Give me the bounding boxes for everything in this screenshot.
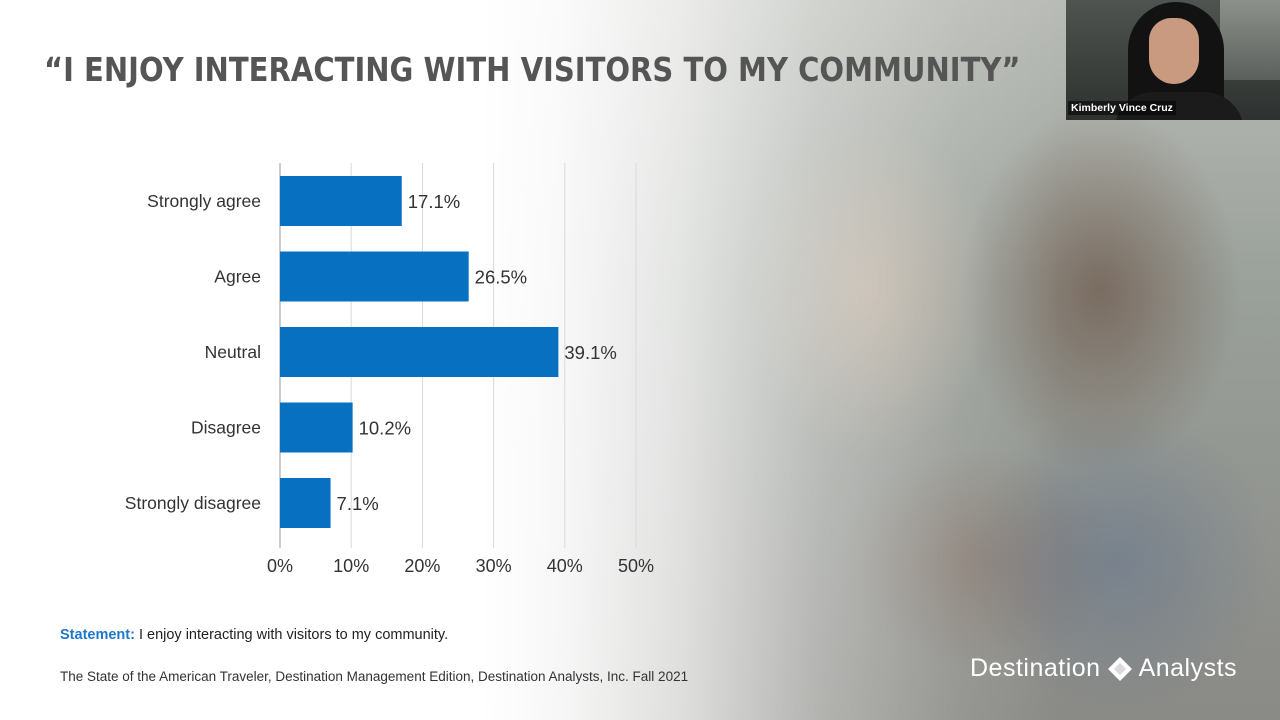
participant-video-tile[interactable]: Kimberly Vince Cruz xyxy=(1066,0,1280,120)
logo-text-right: Analysts xyxy=(1138,654,1238,682)
participant-name-label: Kimberly Vince Cruz xyxy=(1068,101,1176,115)
participant-face xyxy=(1149,18,1199,84)
destination-analysts-logo: Destination Analysts xyxy=(970,654,1237,683)
logo-text-left: Destination xyxy=(970,654,1101,682)
statement-note: Statement: I enjoy interacting with visi… xyxy=(60,627,448,643)
source-citation: The State of the American Traveler, Dest… xyxy=(60,669,689,684)
logo-diamond-icon xyxy=(1107,656,1132,681)
slide-title: “I ENJOY INTERACTING WITH VISITORS TO MY… xyxy=(44,50,1021,89)
statement-label: Statement: xyxy=(60,627,135,643)
statement-text: I enjoy interacting with visitors to my … xyxy=(134,627,449,643)
webcam-background xyxy=(1220,0,1280,80)
